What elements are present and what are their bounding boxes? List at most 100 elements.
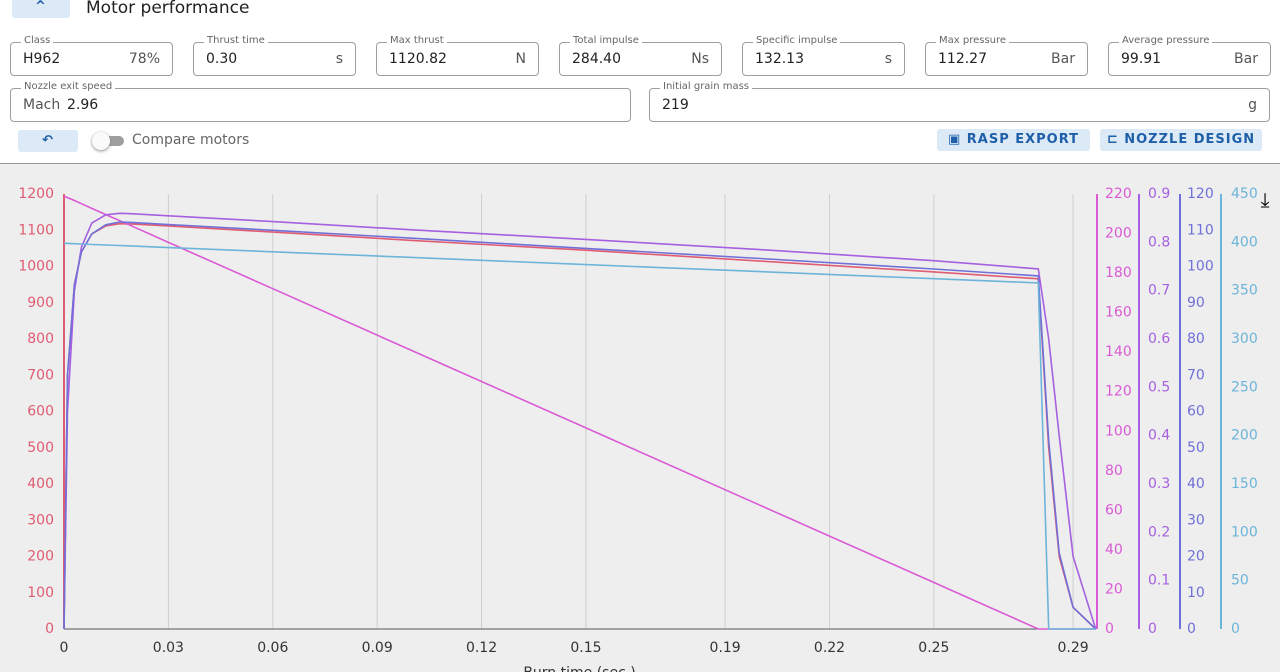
button-label: NOZZLE DESIGN <box>1124 132 1256 147</box>
y-tick-label: 0.2 <box>1148 524 1170 540</box>
y-tick-label: 0.4 <box>1148 428 1170 444</box>
y-tick-label: 60 <box>1105 502 1123 518</box>
field-prefix: Mach <box>23 97 61 113</box>
field-label: Average pressure <box>1119 35 1213 46</box>
y-tick-label: 80 <box>1187 331 1205 347</box>
field-label: Total impulse <box>570 35 642 46</box>
field-value: 99.91 <box>1121 51 1162 67</box>
field-label: Max pressure <box>936 35 1010 46</box>
collapse-button[interactable]: ^ <box>12 0 70 18</box>
chart: ⤓ 0 0.03 0.06 0.09 0.12 0.15 0.19 0.22 0.25 0.29 B… <box>0 164 1280 672</box>
y-tick-label: 160 <box>1105 305 1132 321</box>
y-tick-label: 900 <box>27 295 54 311</box>
field-value: 284.40 <box>572 51 621 67</box>
field[interactable]: Specific impulse 132.13 s <box>742 35 905 76</box>
y-tick-label: 200 <box>27 549 54 565</box>
field[interactable]: Class H962 78% <box>10 35 173 76</box>
y-tick-label: 100 <box>1105 423 1132 439</box>
undo-button[interactable]: ↶ <box>18 130 78 152</box>
y-tick-label: 700 <box>27 367 54 383</box>
field[interactable]: Nozzle exit speed Mach 2.96 <box>10 81 631 122</box>
series-line <box>63 212 1097 630</box>
x-axis-label: Burn time (sec.) <box>523 665 635 672</box>
y-tick-label: 400 <box>1231 234 1258 250</box>
toggle-label: Compare motors <box>132 132 250 148</box>
field-label: Max thrust <box>387 35 447 46</box>
y-tick-label: 20 <box>1187 549 1205 565</box>
y-tick-label: 20 <box>1105 581 1123 597</box>
y-tick-label: 250 <box>1231 379 1258 395</box>
y-tick-label: 90 <box>1187 295 1205 311</box>
rasp-export-button[interactable]: ▣ RASP EXPORT <box>937 129 1090 151</box>
y-tick-label: 180 <box>1105 265 1132 281</box>
y-tick-label: 220 <box>1105 186 1132 202</box>
y-tick-label: 500 <box>27 440 54 456</box>
y-tick-label: 0 <box>1231 621 1240 637</box>
field-unit: Bar <box>1051 51 1075 67</box>
y-tick-label: 450 <box>1231 186 1258 202</box>
field-value: 2.96 <box>67 97 99 113</box>
x-tick-label: 0.29 <box>1057 640 1088 656</box>
field[interactable]: Max thrust 1120.82 N <box>376 35 539 76</box>
y-tick-label: 1100 <box>18 222 54 238</box>
y-tick-label: 100 <box>27 585 54 601</box>
field-label: Nozzle exit speed <box>21 81 116 92</box>
y-tick-label: 40 <box>1187 476 1205 492</box>
y-tick-label: 0.5 <box>1148 379 1170 395</box>
y-tick-label: 600 <box>27 404 54 420</box>
y-tick-label: 50 <box>1187 440 1205 456</box>
field-unit: 78% <box>128 51 160 67</box>
y-tick-label: 1000 <box>18 259 54 275</box>
field[interactable]: Initial grain mass 219 g <box>649 81 1270 122</box>
divider <box>0 163 1280 164</box>
x-tick-label: 0.03 <box>153 640 184 656</box>
field[interactable]: Thrust time 0.30 s <box>193 35 356 76</box>
field-unit: s <box>884 51 892 67</box>
series-line <box>63 242 1096 630</box>
field-unit: Bar <box>1234 51 1258 67</box>
y-tick-label: 400 <box>27 476 54 492</box>
download-icon[interactable]: ⤓ <box>1261 188 1270 212</box>
y-tick-label: 0 <box>45 621 54 637</box>
y-tick-label: 200 <box>1105 226 1132 242</box>
field-label: Initial grain mass <box>660 81 753 92</box>
x-tick-label: 0.15 <box>570 640 601 656</box>
y-tick-label: 200 <box>1231 428 1258 444</box>
field-value: 132.13 <box>755 51 804 67</box>
y-tick-label: 0 <box>1187 621 1196 637</box>
field-unit: g <box>1248 97 1257 113</box>
y-tick-label: 120 <box>1187 186 1214 202</box>
y-tick-label: 40 <box>1105 542 1123 558</box>
y-tick-label: 300 <box>27 512 54 528</box>
series-line <box>63 222 1097 630</box>
y-tick-label: 30 <box>1187 512 1205 528</box>
y-tick-label: 0.8 <box>1148 234 1170 250</box>
title: Motor performance <box>86 0 250 18</box>
y-tick-label: 50 <box>1231 573 1249 589</box>
y-tick-label: 0.7 <box>1148 283 1170 299</box>
field-unit: N <box>515 51 526 67</box>
x-tick-label: 0 <box>60 640 69 656</box>
y-tick-label: 0.6 <box>1148 331 1170 347</box>
button-label: RASP EXPORT <box>966 132 1080 147</box>
y-tick-label: 140 <box>1105 344 1132 360</box>
field[interactable]: Average pressure 99.91 Bar <box>1108 35 1271 76</box>
field-value: 1120.82 <box>389 51 447 67</box>
y-tick-label: 100 <box>1187 259 1214 275</box>
field-value: 219 <box>662 97 689 113</box>
field[interactable]: Total impulse 284.40 Ns <box>559 35 722 76</box>
y-tick-label: 70 <box>1187 367 1205 383</box>
field-value: 0.30 <box>206 51 238 67</box>
field-label: Class <box>21 35 54 46</box>
y-tick-label: 300 <box>1231 331 1258 347</box>
y-tick-label: 60 <box>1187 404 1205 420</box>
field[interactable]: Max pressure 112.27 Bar <box>925 35 1088 76</box>
field-value: H962 <box>23 51 61 67</box>
toggle[interactable] <box>92 132 124 150</box>
x-tick-label: 0.09 <box>362 640 393 656</box>
y-tick-label: 150 <box>1231 476 1258 492</box>
y-tick-label: 80 <box>1105 463 1123 479</box>
x-tick-label: 0.25 <box>918 640 949 656</box>
nozzle-design-button[interactable]: ⊏ NOZZLE DESIGN <box>1100 129 1262 151</box>
